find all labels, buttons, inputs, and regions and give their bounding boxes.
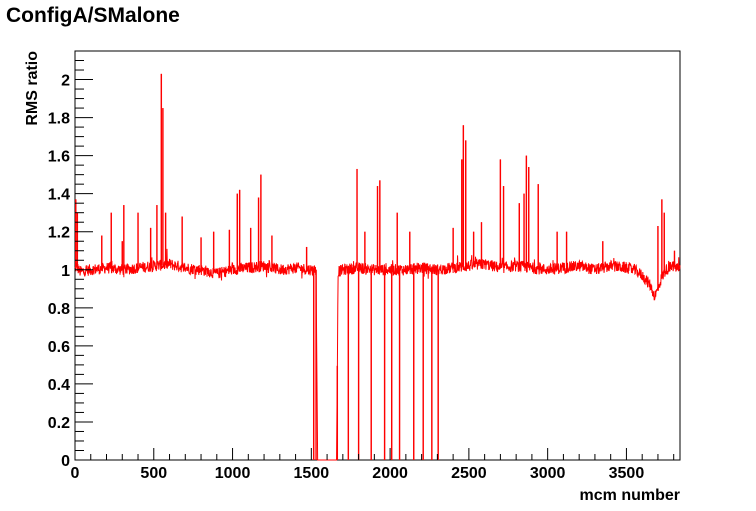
x-tick-label: 3000: [530, 465, 566, 482]
y-tick-label: 1.4: [48, 187, 70, 204]
y-tick-label: 1.2: [48, 225, 70, 242]
y-tick-label: 1.8: [48, 111, 70, 128]
x-axis-title: mcm number: [580, 487, 680, 504]
y-tick-label: 2: [61, 73, 70, 90]
x-tick-label: 1500: [294, 465, 330, 482]
series-line-rms-ratio: [74, 73, 681, 461]
y-tick-label: 1: [61, 263, 70, 280]
y-tick-label: 0.6: [48, 339, 70, 356]
y-tick-label: 0.4: [48, 377, 70, 394]
y-tick-label: 0: [61, 453, 70, 470]
plot-frame: [74, 50, 681, 461]
x-tick-label: 500: [140, 465, 167, 482]
x-tick-label: 2500: [451, 465, 487, 482]
axes-layer: 0 500 1000 1500 2000 2500 3000 3500 0 0.2 0.4 0.6 0.…: [48, 60, 675, 482]
x-tick-label: 0: [71, 465, 80, 482]
x-tick-label: 3500: [609, 465, 645, 482]
plot-border: [74, 50, 681, 461]
y-tick-label: 0.8: [48, 301, 70, 318]
y-tick-label: 0.2: [48, 415, 70, 432]
x-tick-label: 1000: [215, 465, 251, 482]
chart-title: ConfigA/SMalone: [6, 4, 180, 27]
y-tick-label: 1.6: [48, 149, 70, 166]
data-series-layer: [74, 73, 681, 461]
x-tick-label: 2000: [372, 465, 408, 482]
y-axis-title: RMS ratio: [24, 51, 41, 126]
